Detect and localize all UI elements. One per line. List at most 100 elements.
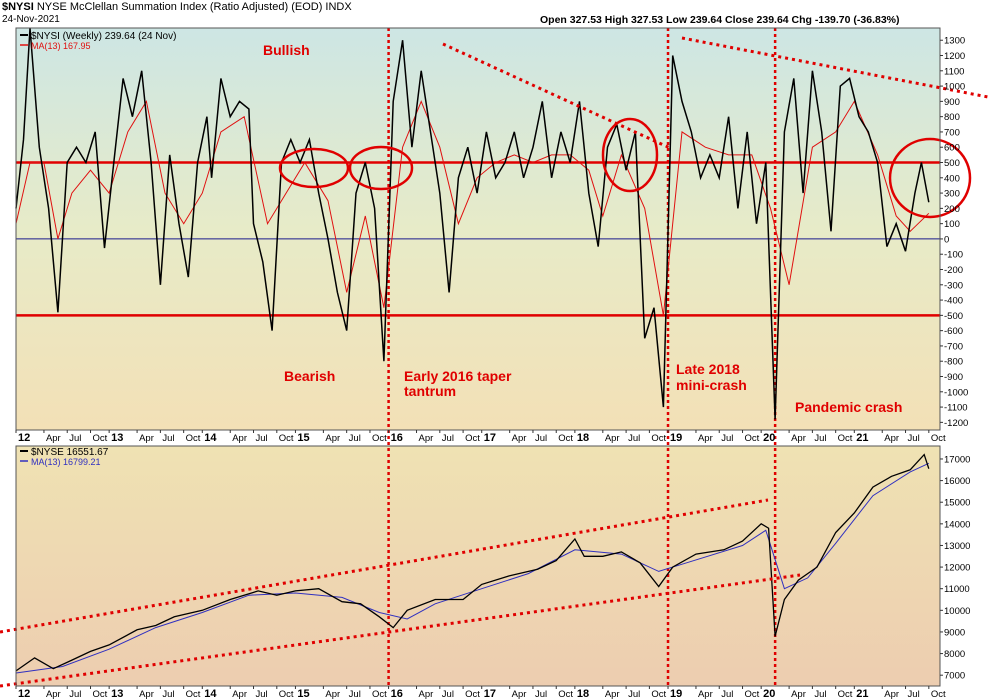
top-x-tick-label: Jul — [69, 433, 81, 444]
annotation-2018-line2: mini-crash — [676, 377, 747, 393]
top-y-tick-label: -700 — [944, 341, 963, 352]
top-y-tick-label: -200 — [944, 265, 963, 276]
top-y-tick-label: 700 — [944, 127, 960, 138]
top-x-tick-label: 12 — [18, 432, 30, 444]
annotation-2018-line1: Late 2018 — [676, 361, 740, 377]
top-y-tick-label: 0 — [944, 234, 949, 245]
bottom-legend-ma: MA(13) 16799.21 — [31, 457, 101, 467]
top-y-tick-label: 300 — [944, 189, 960, 200]
bottom-x-tick-label: Apr — [605, 689, 620, 700]
top-y-tick-label: -1000 — [944, 387, 968, 398]
bottom-x-tick-label: Jul — [442, 689, 454, 700]
top-y-tick-label: -400 — [944, 296, 963, 307]
bottom-y-tick-label: 15000 — [944, 498, 970, 509]
bottom-x-tick-label: Oct — [931, 689, 946, 700]
top-x-tick-label: 17 — [484, 432, 496, 444]
top-x-tick-label: Jul — [442, 433, 454, 444]
top-x-tick-label: 20 — [763, 432, 775, 444]
bottom-x-tick-label: Jul — [628, 689, 640, 700]
top-y-tick-label: 1200 — [944, 51, 965, 62]
bottom-y-tick-label: 11000 — [944, 584, 970, 595]
bottom-y-tick-label: 10000 — [944, 606, 970, 617]
bottom-x-tick-label: Apr — [698, 689, 713, 700]
annotation-taper-line2: tantrum — [404, 383, 456, 399]
top-x-tick-label: Oct — [931, 433, 946, 444]
top-panel-frame — [15, 27, 941, 431]
symbol-label: $NYSI — [2, 1, 34, 13]
bottom-x-tick-label: Apr — [884, 689, 899, 700]
exchange-label: INDX — [325, 1, 352, 13]
annotation-bearish: Bearish — [284, 368, 335, 384]
top-x-tick-label: Apr — [605, 433, 620, 444]
bottom-legend-series: $NYSE 16551.67 — [31, 447, 109, 458]
annotation-pandemic: Pandemic crash — [795, 399, 902, 415]
top-x-tick-label: Apr — [232, 433, 247, 444]
bottom-x-tick-label: 20 — [763, 688, 775, 700]
bottom-y-tick-label: 9000 — [944, 627, 965, 638]
top-x-tick-label: Apr — [325, 433, 340, 444]
bottom-x-tick-label: 16 — [391, 688, 403, 700]
highlight-ellipse-4 — [888, 137, 972, 219]
top-x-tick-label: Jul — [721, 433, 733, 444]
bottom-panel-bg — [16, 446, 940, 686]
bottom-x-tick-label: Apr — [46, 689, 61, 700]
top-y-tick-label: 1100 — [944, 66, 964, 77]
nysi-downtrend-line-2 — [681, 36, 989, 99]
bottom-x-tick-label: 19 — [670, 688, 682, 700]
bottom-x-tick-label: 15 — [297, 688, 309, 700]
bottom-y-tick-label: 7000 — [944, 671, 965, 682]
series-lines — [15, 27, 930, 674]
bottom-x-tick-label: Apr — [512, 689, 527, 700]
top-x-tick-label: Apr — [791, 433, 806, 444]
quote-line: Open 327.53 High 327.53 Low 239.64 Close… — [540, 14, 900, 26]
top-y-tick-label: -600 — [944, 326, 963, 337]
top-x-tick-label: 14 — [204, 432, 217, 444]
bottom-x-tick-label: 12 — [18, 688, 30, 700]
top-x-tick-label: Oct — [372, 433, 387, 444]
bottom-panel-frame — [15, 445, 941, 687]
bottom-y-tick-label: 16000 — [944, 476, 970, 487]
top-y-tick-label: 900 — [944, 97, 960, 108]
top-x-tick-label: 21 — [856, 432, 868, 444]
bottom-x-tick-label: Jul — [721, 689, 733, 700]
top-y-tick-label: 200 — [944, 204, 960, 215]
top-x-tick-label: 15 — [297, 432, 309, 444]
bottom-x-tick-label: 13 — [111, 688, 123, 700]
top-y-tick-label: -300 — [944, 280, 963, 291]
bottom-x-tick-label: Oct — [93, 689, 108, 700]
top-x-tick-label: Apr — [884, 433, 899, 444]
top-y-tick-label: -500 — [944, 311, 963, 322]
top-x-tick-label: 13 — [111, 432, 123, 444]
top-panel-bg — [16, 28, 940, 430]
nyse-lower-channel-line — [0, 573, 801, 688]
bottom-x-tick-label: 17 — [484, 688, 496, 700]
top-y-tick-label: 1300 — [944, 36, 965, 47]
index-title: NYSE McClellan Summation Index (Ratio Ad… — [36, 1, 323, 13]
top-y-tick-label: 1000 — [944, 82, 965, 93]
top-x-tick-label: Apr — [698, 433, 713, 444]
top-x-tick-label: Oct — [186, 433, 201, 444]
top-y-tick-label: 400 — [944, 173, 960, 184]
bottom-x-tick-label: Oct — [186, 689, 201, 700]
top-y-tick-label: 600 — [944, 143, 960, 154]
top-x-tick-label: Jul — [256, 433, 268, 444]
top-x-tick-label: Jul — [162, 433, 174, 444]
nyse-ma13-line — [15, 462, 930, 674]
bottom-y-tick-label: 8000 — [944, 649, 965, 660]
bottom-x-tick-label: Apr — [325, 689, 340, 700]
bottom-x-tick-label: Oct — [745, 689, 760, 700]
top-y-tick-label: -100 — [944, 250, 963, 261]
bottom-y-tick-label: 17000 — [944, 454, 970, 465]
top-x-tick-label: Oct — [558, 433, 573, 444]
top-x-tick-label: Jul — [628, 433, 640, 444]
top-x-tick-label: Jul — [349, 433, 361, 444]
bottom-x-tick-label: Oct — [279, 689, 294, 700]
bottom-x-tick-label: Jul — [814, 689, 826, 700]
bottom-x-tick-label: Jul — [162, 689, 174, 700]
top-y-tick-label: 500 — [944, 158, 960, 169]
top-legend-series: $NYSI (Weekly) 239.64 (24 Nov) — [31, 31, 176, 42]
bottom-x-tick-label: Jul — [535, 689, 547, 700]
top-x-tick-label: Jul — [535, 433, 547, 444]
bottom-x-tick-label: 21 — [856, 688, 868, 700]
